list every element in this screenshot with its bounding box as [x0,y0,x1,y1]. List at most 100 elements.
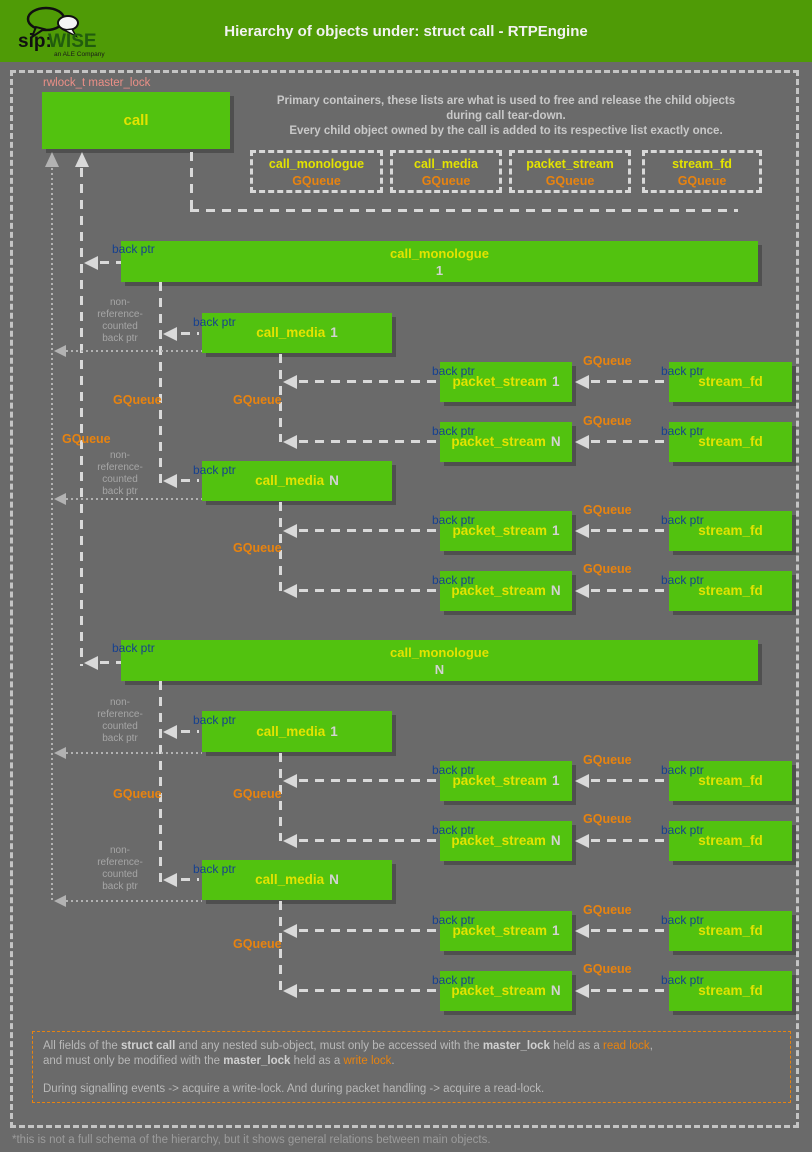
lock-note-line-1: All fields of the struct call and any ne… [43,1039,780,1054]
queue-type: GQueue [292,174,341,188]
box-index: N [550,583,561,598]
left-arrow-icon [575,834,589,848]
left-arrow-icon [163,474,177,488]
stream-fd-box: stream_fd [669,362,792,402]
box-title: call_monologue [390,645,489,660]
back-ptr-line [299,929,438,932]
lock-note-text: . [391,1055,395,1067]
back-ptr-line [591,839,667,842]
queue-type: GQueue [545,174,595,188]
non-ref-line: non- [109,297,130,308]
box-title: stream_fd [698,374,763,389]
back-ptr-label: back ptr [432,913,475,927]
back-ptr-label: back ptr [112,641,155,655]
back-ptr-label: back ptr [661,513,704,527]
back-ptr-line [591,380,667,383]
non-ref-line: non- [109,845,130,856]
stream-fd-box: stream_fd [669,571,792,611]
backptr-spine [80,168,83,666]
left-arrow-icon [54,493,66,505]
back-ptr-label: back ptr [193,713,236,727]
call-media-1-box: call_media 1 [202,711,392,752]
box-title: packet_stream [452,523,548,538]
left-arrow-icon [163,327,177,341]
box-title: call_media [255,872,325,887]
media-stream-spine [279,901,282,991]
box-title: stream_fd [698,983,763,998]
left-arrow-icon [575,984,589,998]
lock-note-text: and any nested sub-object, must only be … [175,1040,483,1052]
left-arrow-icon [163,873,177,887]
box-title: stream_fd [698,523,763,538]
non-ref-backptr-label: non- reference- counted back ptr [90,697,150,745]
back-ptr-label: back ptr [661,573,704,587]
intro-line-1: Primary containers, these lists are what… [276,95,736,107]
left-arrow-icon [283,524,297,538]
back-ptr-line [181,730,199,733]
stream-fd-box: stream_fd [669,821,792,861]
queue-name: call_monologue [268,157,365,171]
non-ref-backptr-spine [51,168,53,903]
left-arrow-icon [575,524,589,538]
gqueue-label: GQueue [583,903,632,917]
call-box: call [42,92,230,149]
back-ptr-line [181,479,199,482]
left-arrow-icon [575,375,589,389]
call-box-label: call [123,112,149,129]
stream-fd-box: stream_fd [669,971,792,1011]
non-ref-line: counted [102,321,138,332]
non-ref-line: reference- [97,309,143,320]
lock-note-text: held as a [549,1040,604,1052]
lock-note-text: All fields of the [43,1040,121,1052]
back-ptr-label: back ptr [432,424,475,438]
gqueue-label: GQueue [583,503,632,517]
back-ptr-line [591,779,667,782]
sipwise-logo: sip: WISE an ALE Company [18,6,105,58]
gqueue-label: GQueue [233,541,282,555]
box-index: 1 [552,523,560,538]
call-monologue-1-box: call_monologue 1 [121,241,758,282]
left-arrow-icon [575,924,589,938]
intro-line-3: Every child object owned by the call is … [289,125,723,137]
box-index: N [550,833,561,848]
back-ptr-label: back ptr [432,763,475,777]
box-index: 1 [552,923,560,938]
back-ptr-line [181,332,199,335]
gqueue-label: GQueue [583,414,632,428]
logo-text-sip: sip: [18,31,52,52]
non-ref-line: counted [102,869,138,880]
box-title: stream_fd [698,773,763,788]
non-ref-line: counted [102,721,138,732]
queue-name: packet_stream [526,157,614,171]
box-index: 1 [435,263,444,278]
box-index: 1 [330,325,338,340]
stream-fd-box: stream_fd [669,911,792,951]
back-ptr-label: back ptr [193,315,236,329]
non-ref-line: back ptr [102,733,138,744]
packet-stream-1-box: packet_stream 1 [440,761,572,801]
box-index: N [329,872,339,887]
gqueue-label: GQueue [62,432,111,446]
left-arrow-icon [283,435,297,449]
box-title: packet_stream [451,583,546,598]
logo-tagline: an ALE Company [54,51,105,58]
back-ptr-line [299,440,438,443]
stream-fd-box: stream_fd [669,761,792,801]
box-title: call_media [256,325,326,340]
left-arrow-icon [283,774,297,788]
back-ptr-line [591,929,667,932]
back-ptr-label: back ptr [661,973,704,987]
media-stream-spine [279,753,282,841]
lock-note-bold: master_lock [482,1040,550,1052]
intro-line-2: during call tear-down. [446,110,566,122]
packet-stream-n-box: packet_stream N [440,571,572,611]
back-ptr-line [181,878,199,881]
lock-note-bold: struct call [120,1040,176,1052]
box-index: N [550,434,561,449]
back-ptr-line [100,261,121,264]
queue-container-call-monologue: call_monologue GQueue [250,150,383,193]
queue-container-packet-stream: packet_stream GQueue [509,150,631,193]
left-arrow-icon [84,256,98,270]
non-ref-backptr-label: non- reference- counted back ptr [90,297,150,345]
call-media-n-box: call_media N [202,860,392,900]
